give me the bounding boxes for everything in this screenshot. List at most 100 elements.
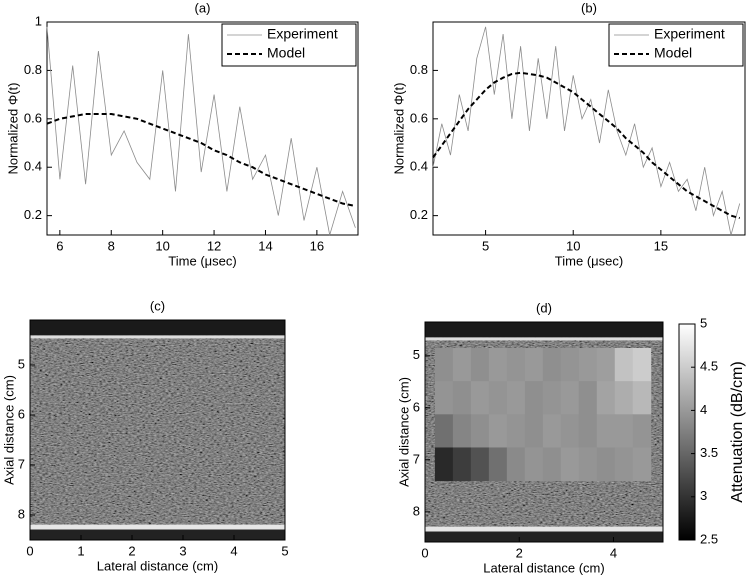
colorbar-tick-label: 3.5 — [700, 445, 718, 460]
x-axis-label: Lateral distance (cm) — [97, 558, 218, 573]
y-tick-label: 6 — [413, 399, 420, 414]
y-tick-label: 5 — [18, 356, 25, 371]
panel-title: (a) — [195, 0, 211, 15]
attenuation-cell — [524, 381, 544, 415]
attenuation-cell — [506, 348, 526, 382]
bright-interface — [425, 526, 663, 532]
x-tick-label: 10 — [155, 238, 169, 253]
attenuation-cell — [560, 414, 580, 448]
attenuation-cell — [452, 447, 472, 482]
attenuation-cell — [632, 348, 652, 382]
colorbar-label: Attenuation (dB/cm) — [729, 361, 746, 502]
attenuation-cell — [542, 348, 562, 382]
attenuation-cell — [578, 414, 598, 448]
x-tick-label: 16 — [310, 238, 324, 253]
legend-label: Experiment — [267, 26, 338, 42]
attenuation-cell — [452, 414, 472, 448]
dark-band — [425, 531, 663, 542]
attenuation-cell — [632, 447, 652, 482]
axes-frame — [424, 321, 664, 543]
x-tick-label: 3 — [179, 543, 186, 558]
y-axis-label: Normalized Φ(t) — [391, 83, 406, 175]
y-tick-label: 0.4 — [410, 159, 428, 174]
attenuation-cell — [470, 381, 490, 415]
attenuation-cell — [596, 447, 616, 482]
panel: (a) 6 8 10 12 14 16 0.2 0.4 0.6 0.8 1 Time (μsec) Nor… — [5, 0, 359, 268]
attenuation-cell — [452, 348, 472, 382]
attenuation-cell — [524, 414, 544, 448]
attenuation-cell — [578, 381, 598, 415]
y-tick-label: 0.4 — [24, 159, 42, 174]
attenuation-cell — [506, 447, 526, 482]
attenuation-cell — [452, 381, 472, 415]
panel-title: (b) — [581, 0, 597, 15]
attenuation-cell — [524, 447, 544, 482]
dark-band — [30, 529, 285, 540]
panel-title: (c) — [150, 298, 165, 313]
series-line — [432, 26, 741, 236]
x-tick-label: 2 — [128, 543, 135, 558]
bright-interface — [425, 337, 663, 341]
y-axis-label: Axial distance (cm) — [1, 375, 16, 485]
bright-interface — [30, 335, 285, 339]
colorbar-tick-label: 4.5 — [700, 359, 718, 374]
x-tick-label: 14 — [258, 238, 272, 253]
attenuation-cell — [632, 414, 652, 448]
axes-frame — [29, 319, 286, 541]
attenuation-cell — [596, 348, 616, 382]
y-axis-label: Normalized Φ(t) — [5, 83, 20, 175]
y-axis-label: Axial distance (cm) — [396, 377, 411, 487]
attenuation-cell — [632, 381, 652, 415]
y-tick-label: 5 — [413, 347, 420, 362]
attenuation-cell — [614, 348, 634, 382]
attenuation-cell — [542, 447, 562, 482]
attenuation-cell — [470, 414, 490, 448]
panel: (d) 2.5 3 3.5 4 4.5 5 Attenuation (dB/cm) 0 2 4 5 6 7… — [396, 300, 746, 575]
series-line — [46, 26, 356, 236]
attenuation-cell — [578, 447, 598, 482]
colorbar-tick-label: 5 — [700, 315, 707, 330]
axes-frame — [46, 21, 359, 236]
attenuation-cell — [434, 381, 454, 415]
colorbar-tick-label: 4 — [700, 402, 707, 417]
attenuation-cell — [434, 447, 454, 482]
y-tick-label: 0.2 — [24, 207, 42, 222]
legend-box — [221, 23, 357, 67]
attenuation-cell — [434, 414, 454, 448]
legend: Experiment Model — [608, 23, 744, 67]
attenuation-cell — [506, 414, 526, 448]
series-line — [432, 71, 740, 220]
y-tick-label: 0.6 — [24, 110, 42, 125]
x-tick-label: 2 — [516, 545, 523, 560]
attenuation-cell — [596, 381, 616, 415]
panel: (c) 0 1 2 3 4 5 5 6 7 8 Lateral distance (cm) Axial … — [1, 298, 288, 573]
x-tick-label: 4 — [610, 545, 617, 560]
attenuation-cell — [542, 414, 562, 448]
y-tick-label: 7 — [18, 456, 25, 471]
attenuation-cell — [542, 381, 562, 415]
dark-band — [425, 322, 663, 338]
attenuation-cell — [524, 348, 544, 382]
x-tick-label: 1 — [77, 543, 84, 558]
attenuation-cell — [560, 348, 580, 382]
attenuation-cell — [560, 447, 580, 482]
attenuation-cell — [596, 414, 616, 448]
attenuation-cell — [506, 381, 526, 415]
y-tick-label: 8 — [18, 506, 25, 521]
attenuation-cell — [614, 414, 634, 448]
y-tick-label: 0.8 — [410, 62, 428, 77]
x-tick-label: 0 — [421, 545, 428, 560]
panel-title: (d) — [536, 300, 552, 315]
y-tick-label: 0.8 — [24, 62, 42, 77]
panel: (b) 5 10 15 0.2 0.4 0.6 0.8 Time (μsec) Normalize… — [391, 0, 746, 268]
legend-label: Model — [267, 45, 305, 61]
x-tick-label: 15 — [654, 238, 668, 253]
x-tick-label: 8 — [108, 238, 115, 253]
y-tick-label: 7 — [413, 451, 420, 466]
x-tick-label: 6 — [56, 238, 63, 253]
attenuation-cell — [470, 447, 490, 482]
attenuation-cell — [488, 348, 508, 382]
y-tick-label: 6 — [18, 406, 25, 421]
dark-band — [30, 320, 285, 336]
attenuation-cell — [578, 348, 598, 382]
